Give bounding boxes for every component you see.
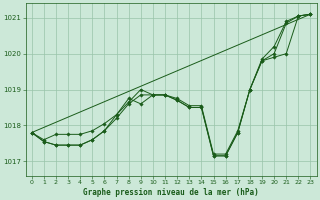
- X-axis label: Graphe pression niveau de la mer (hPa): Graphe pression niveau de la mer (hPa): [83, 188, 259, 197]
